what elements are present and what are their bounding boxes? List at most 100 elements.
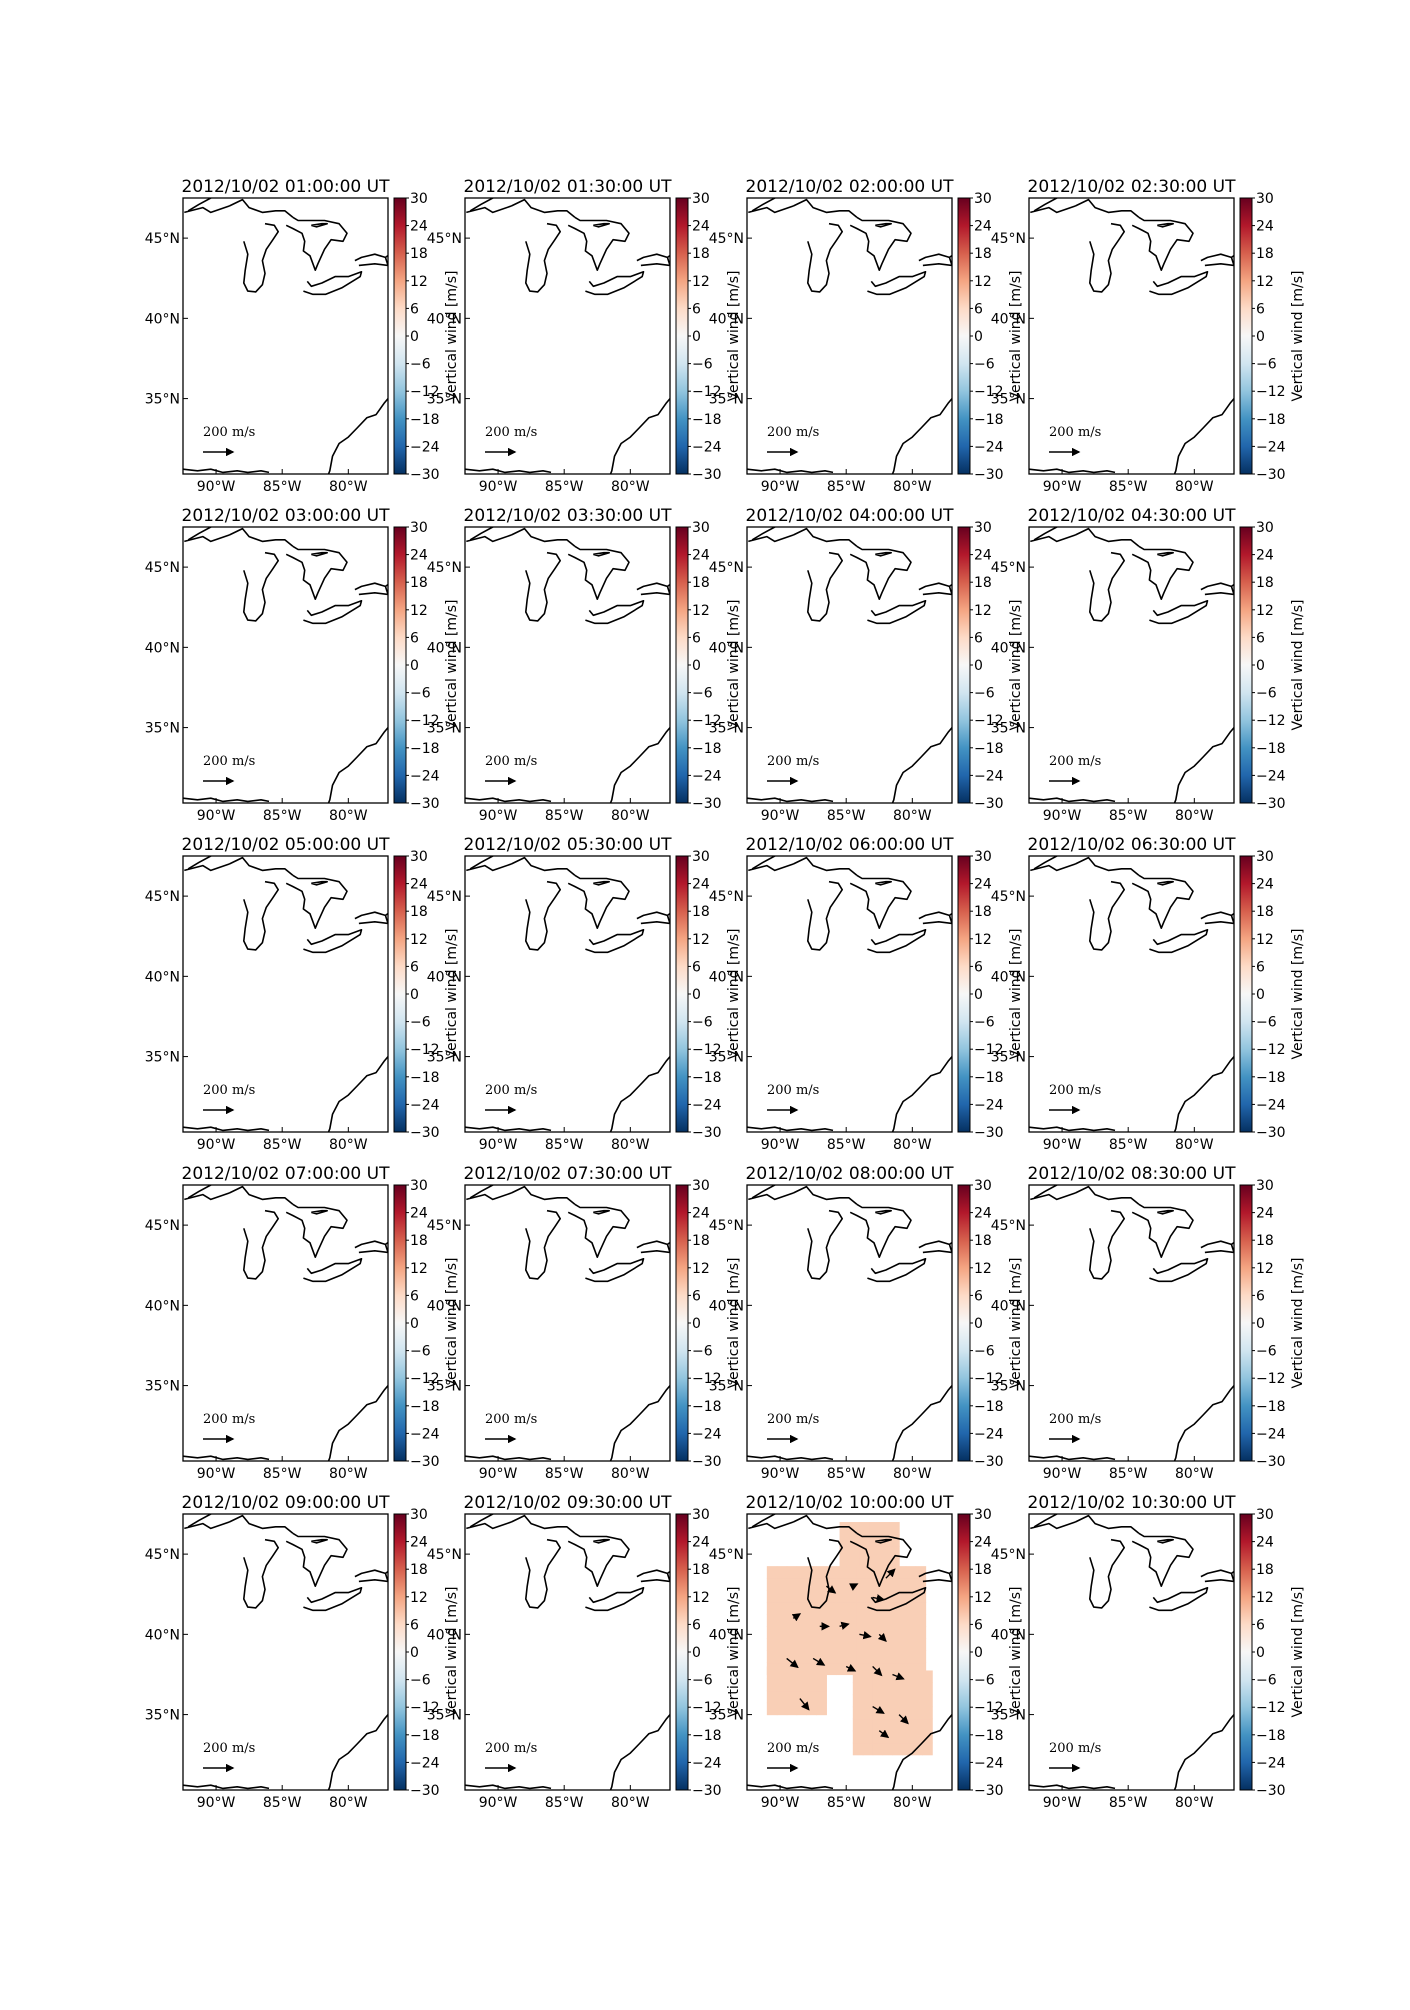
coastline xyxy=(187,856,212,870)
map-panel: 2012/10/02 02:00:00 UT 200 m/s 90°W 85°W 80°… xyxy=(709,177,1024,495)
coastline xyxy=(849,1532,912,1587)
x-tick-label: 80°W xyxy=(329,1466,368,1482)
colorbar-label: Vertical wind [m/s] xyxy=(1008,1587,1024,1718)
coastline xyxy=(327,398,388,474)
coastline xyxy=(1089,1209,1125,1280)
coastline xyxy=(469,527,494,541)
vertical-wind-cell xyxy=(776,1590,788,1603)
vertical-wind-cell xyxy=(796,1578,808,1591)
vertical-wind-cell xyxy=(872,1730,884,1744)
coastline xyxy=(466,863,512,872)
colorbar-tick-label: 12 xyxy=(692,603,710,619)
colorbar-tick-label: 6 xyxy=(410,1617,419,1633)
coastline xyxy=(1030,534,1076,543)
axes-frame xyxy=(746,855,953,1133)
y-tick-label: 35°N xyxy=(145,721,180,737)
colorbar-tick-label: −18 xyxy=(692,1070,722,1086)
vertical-wind-cell xyxy=(882,1718,894,1732)
colorbar-tick-label: −6 xyxy=(692,357,713,373)
vertical-wind-cell xyxy=(922,1718,933,1732)
coastline xyxy=(1033,198,1058,212)
coastline xyxy=(748,205,794,214)
vertical-wind-cell xyxy=(766,1702,778,1716)
wind-vector xyxy=(791,1613,802,1622)
colorbar-tick-label: 12 xyxy=(1256,274,1274,290)
x-tick-label: 90°W xyxy=(479,479,518,495)
vertical-wind-cell xyxy=(889,1546,900,1559)
colorbar-tick-label: 30 xyxy=(410,1507,428,1523)
vertical-wind-cell xyxy=(816,1566,827,1579)
vertical-wind-cell xyxy=(776,1690,788,1704)
vertical-wind-cell xyxy=(862,1730,874,1744)
vertical-wind-cell xyxy=(836,1650,847,1664)
panel-title: 2012/10/02 05:30:00 UT xyxy=(464,835,673,855)
coastline xyxy=(1173,398,1234,474)
vertical-wind-cell xyxy=(922,1670,933,1684)
coastline xyxy=(525,551,561,622)
coastline xyxy=(1149,600,1209,625)
vertical-wind-cell xyxy=(892,1706,904,1720)
vertical-wind-cell xyxy=(879,1558,890,1571)
vertical-wind-cell xyxy=(879,1546,890,1559)
vertical-wind-cell xyxy=(889,1534,900,1547)
colorbar-tick-label: 18 xyxy=(410,904,428,920)
vertical-wind-cell xyxy=(816,1578,827,1591)
panel-title: 2012/10/02 03:30:00 UT xyxy=(464,506,673,526)
colorbar-tick-label: 12 xyxy=(1256,1590,1274,1606)
colorbar-tick-label: 12 xyxy=(1256,932,1274,948)
coastline xyxy=(792,1514,858,1534)
coastline xyxy=(1157,1209,1174,1215)
x-tick-label: 80°W xyxy=(611,808,650,824)
colorbar-tick-label: −12 xyxy=(974,1042,1004,1058)
wind-vector xyxy=(859,1631,872,1640)
vertical-wind-cell xyxy=(806,1690,818,1704)
vertical-wind-cell xyxy=(852,1730,864,1744)
x-tick-label: 90°W xyxy=(479,1137,518,1153)
colorbar-tick-label: −30 xyxy=(410,796,440,812)
map-area xyxy=(183,527,388,803)
colorbar-tick-label: 30 xyxy=(1256,1178,1274,1194)
map-area xyxy=(747,856,952,1132)
colorbar-tick-label: −6 xyxy=(974,686,995,702)
vertical-wind-cell xyxy=(826,1602,837,1615)
colorbar-label: Vertical wind [m/s] xyxy=(444,1258,460,1389)
coastline xyxy=(748,863,794,872)
wind-vector xyxy=(872,1594,886,1603)
colorbar-label: Vertical wind [m/s] xyxy=(1008,929,1024,1060)
coastline xyxy=(354,911,388,925)
map-area xyxy=(465,198,670,474)
colorbar-tick-label: 0 xyxy=(974,1645,983,1661)
colorbar-tick-label: −12 xyxy=(692,1700,722,1716)
vertical-wind-cell xyxy=(776,1650,788,1664)
coastline xyxy=(1149,1587,1209,1612)
vertical-wind-cell xyxy=(892,1694,904,1708)
y-tick-label: 35°N xyxy=(991,1050,1026,1066)
axes-frame xyxy=(182,855,389,1133)
coastline xyxy=(585,929,645,954)
vertical-wind-cell xyxy=(859,1546,870,1559)
vertical-wind-cell xyxy=(766,1626,778,1639)
y-tick-label: 35°N xyxy=(427,392,462,408)
coastline xyxy=(609,1714,670,1790)
vertical-wind-cell xyxy=(836,1578,847,1591)
colorbar-tick-label: 30 xyxy=(410,520,428,536)
coastline xyxy=(1131,1203,1194,1258)
x-tick-label: 85°W xyxy=(263,1466,302,1482)
coastline xyxy=(327,727,388,803)
colorbar xyxy=(675,197,689,475)
panel-title: 2012/10/02 09:30:00 UT xyxy=(464,1493,673,1513)
colorbar-tick-label: −24 xyxy=(692,439,722,455)
colorbar-tick-label: −12 xyxy=(974,1700,1004,1716)
colorbar-tick-label: 24 xyxy=(692,548,710,564)
vertical-wind-cell xyxy=(872,1706,884,1720)
axes-frame xyxy=(464,197,671,475)
vertical-wind-cell xyxy=(836,1662,847,1676)
coastline xyxy=(567,874,630,929)
panel-title: 2012/10/02 07:00:00 UT xyxy=(182,1164,391,1184)
panel-title: 2012/10/02 10:00:00 UT xyxy=(746,1493,955,1513)
axes-frame xyxy=(746,197,953,475)
vertical-wind-cell xyxy=(902,1742,913,1756)
coastline xyxy=(1074,198,1140,218)
vertical-wind-cell xyxy=(776,1626,788,1639)
colorbar-label: Vertical wind [m/s] xyxy=(1008,1258,1024,1389)
